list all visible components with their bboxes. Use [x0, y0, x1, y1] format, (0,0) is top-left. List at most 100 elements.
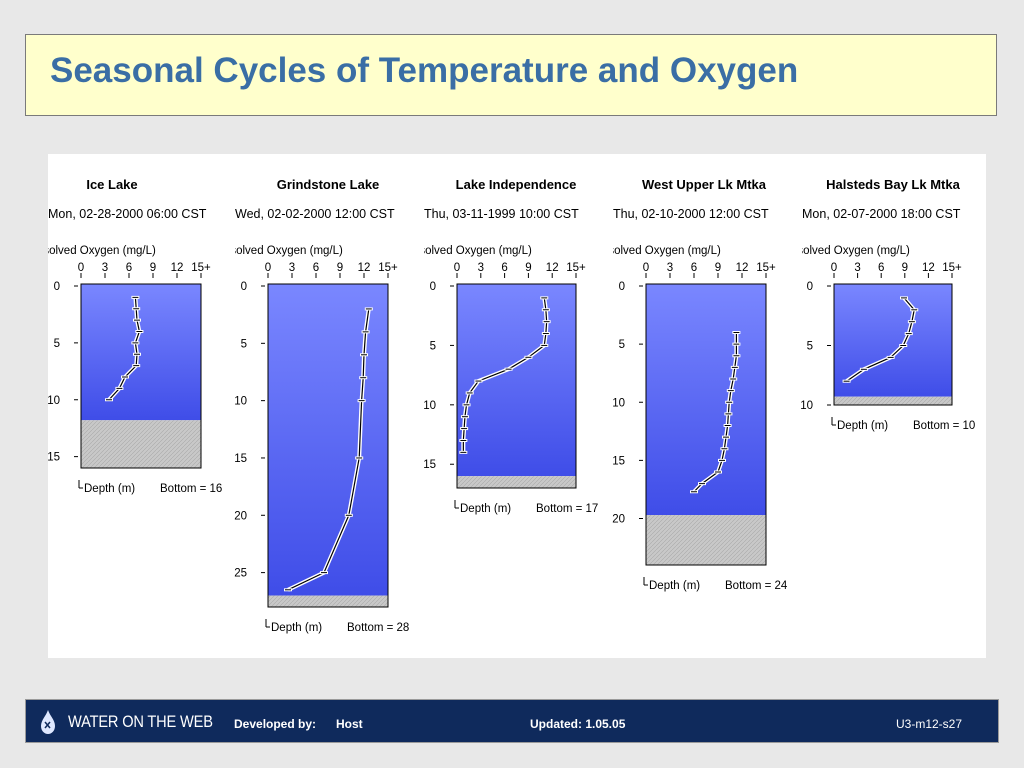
- y-tick-label: 10: [800, 400, 813, 412]
- chart-header: Mon, 02-07-2000 18:00 CST Plotting: Disso…: [736, 207, 961, 257]
- bottom-depth-label: Bottom = 17: [536, 503, 598, 515]
- x-tick-label: 6: [313, 262, 319, 274]
- y-axis-label: Depth (m): [84, 483, 135, 495]
- sediment-layer: [268, 595, 388, 607]
- y-tick-label: 5: [430, 340, 436, 352]
- x-tick-label: 0: [831, 262, 837, 274]
- y-tick-label: 10: [234, 396, 247, 408]
- chart-datetime: Mon, 02-28-2000 06:00 CST: [48, 207, 207, 221]
- x-tick-label: 15+: [756, 262, 776, 274]
- x-tick-label: 0: [265, 262, 271, 274]
- slide-title: Seasonal Cycles of Temperature and Oxyge…: [50, 51, 799, 90]
- plot-frame: [833, 283, 953, 406]
- chart-subtitle: Plotting: Dissolved Oxygen (mg/L): [736, 245, 910, 257]
- chart-header: Wed, 02-02-2000 12:00 CST Plotting: Disso…: [169, 207, 395, 257]
- sediment-layer: [834, 396, 952, 405]
- chart-datetime: Mon, 02-07-2000 18:00 CST: [802, 207, 961, 221]
- chart-datetime: Thu, 02-10-2000 12:00 CST: [613, 207, 769, 221]
- y-tick-label: 15: [234, 453, 247, 465]
- profile-line: [462, 297, 548, 453]
- chart-datetime: Wed, 02-02-2000 12:00 CST: [235, 207, 395, 221]
- y-tick-label: 5: [619, 339, 625, 351]
- chart-subtitle: Plotting: Dissolved Oxygen (mg/L): [169, 245, 343, 257]
- x-tick-label: 15+: [566, 262, 586, 274]
- water-column: [81, 284, 201, 421]
- chart-header: Thu, 02-10-2000 12:00 CST Plotting: Disso…: [547, 207, 769, 257]
- profile-line: [846, 297, 915, 382]
- lake-chart-4: West Upper Lk Mtka Thu, 02-10-2000 12:00 …: [547, 177, 788, 592]
- plot-frame: [267, 283, 389, 608]
- x-tick-label: 12: [546, 262, 559, 274]
- x-tick-label: 0: [454, 262, 460, 274]
- plot-frame: [645, 283, 767, 566]
- y-tick-label: 5: [54, 338, 60, 350]
- x-tick-label: 3: [667, 262, 673, 274]
- chart-subtitle: Plotting: Dissolved Oxygen (mg/L): [547, 245, 721, 257]
- x-tick-label: 6: [501, 262, 507, 274]
- chart-header: Thu, 03-11-1999 10:00 CST Plotting: Disso…: [424, 207, 579, 257]
- chart-header: Mon, 02-28-2000 06:00 CST Plotting: Disso…: [48, 207, 207, 257]
- lake-chart-5: Halsteds Bay Lk Mtka Mon, 02-07-2000 18:0…: [736, 177, 975, 432]
- y-tick-label: 5: [807, 341, 813, 353]
- x-tick-label: 15+: [378, 262, 398, 274]
- x-tick-label: 12: [736, 262, 749, 274]
- x-tick-label: 6: [878, 262, 884, 274]
- plot-frame: [456, 283, 577, 489]
- bottom-depth-label: Bottom = 10: [913, 420, 975, 432]
- x-tick-label: 3: [854, 262, 860, 274]
- profile-line: [108, 297, 141, 401]
- y-tick-label: 15: [423, 459, 436, 471]
- footer-bar: WATER ON THE WEB Developed by: Host Upda…: [25, 699, 999, 743]
- y-tick-label: 0: [430, 281, 436, 293]
- x-tick-label: 9: [150, 262, 156, 274]
- lake-profiles-figure: Ice Lake Mon, 02-28-2000 06:00 CST Plottin…: [48, 154, 986, 658]
- x-tick-label: 9: [337, 262, 343, 274]
- y-tick-label: 0: [619, 281, 625, 293]
- x-tick-label: 3: [102, 262, 108, 274]
- y-tick-label: 25: [234, 568, 247, 580]
- slide-id: U3-m12-s27: [896, 717, 963, 731]
- y-tick-label: 0: [54, 281, 60, 293]
- lake-chart-2: Grindstone Lake Wed, 02-02-2000 12:00 CST…: [169, 177, 409, 634]
- water-drop-logo-icon: [41, 710, 55, 734]
- water-column: [646, 284, 766, 516]
- sediment-layer: [457, 476, 576, 488]
- bottom-depth-label: Bottom = 16: [160, 483, 222, 495]
- plot-frame: [80, 283, 202, 469]
- chart-title: West Upper Lk Mtka: [642, 177, 767, 192]
- x-tick-label: 0: [643, 262, 649, 274]
- x-tick-label: 9: [525, 262, 531, 274]
- chart-subtitle: Plotting: Dissolved Oxygen (mg/L): [48, 245, 156, 257]
- y-tick-label: 0: [241, 281, 247, 293]
- y-axis-label: Depth (m): [649, 580, 700, 592]
- x-tick-label: 6: [126, 262, 132, 274]
- y-tick-label: 10: [612, 397, 625, 409]
- developed-by-value: Host: [336, 717, 363, 731]
- chart-title: Halsteds Bay Lk Mtka: [826, 177, 960, 192]
- x-tick-label: 0: [78, 262, 84, 274]
- x-tick-label: 12: [922, 262, 935, 274]
- y-tick-label: 10: [48, 395, 60, 407]
- x-tick-label: 15+: [942, 262, 962, 274]
- x-tick-label: 3: [289, 262, 295, 274]
- y-tick-label: 10: [423, 400, 436, 412]
- chart-title: Lake Independence: [456, 177, 577, 192]
- bottom-depth-label: Bottom = 28: [347, 622, 409, 634]
- y-axis-label: Depth (m): [837, 420, 888, 432]
- y-axis-label: Depth (m): [460, 503, 511, 515]
- logo-text: WATER ON THE WEB: [68, 712, 213, 731]
- y-tick-label: 15: [612, 455, 625, 467]
- y-tick-label: 20: [612, 514, 625, 526]
- x-tick-label: 12: [358, 262, 371, 274]
- updated-date: Updated: 1.05.05: [530, 717, 626, 731]
- title-banner: Seasonal Cycles of Temperature and Oxyge…: [25, 34, 997, 116]
- y-tick-label: 15: [48, 452, 60, 464]
- lake-chart-1: Ice Lake Mon, 02-28-2000 06:00 CST Plottin…: [48, 177, 222, 495]
- lake-profiles-svg: Ice Lake Mon, 02-28-2000 06:00 CST Plottin…: [48, 177, 975, 634]
- chart-title: Ice Lake: [86, 177, 137, 192]
- y-axis-label: Depth (m): [271, 622, 322, 634]
- x-tick-label: 3: [478, 262, 484, 274]
- x-tick-label: 9: [715, 262, 721, 274]
- chart-title: Grindstone Lake: [277, 177, 380, 192]
- y-tick-label: 0: [807, 281, 813, 293]
